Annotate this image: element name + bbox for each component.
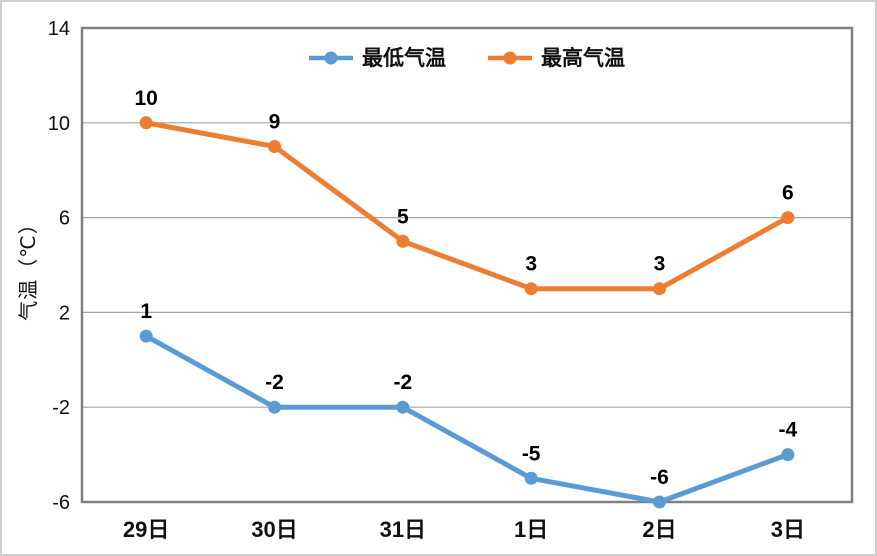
- data-point: [524, 471, 538, 485]
- legend-label-min-temp: 最低气温: [362, 46, 446, 70]
- legend-line-marker-icon: [488, 51, 532, 65]
- data-point: [396, 400, 410, 414]
- x-tick-label: 30日: [251, 517, 297, 542]
- data-label: 10: [134, 87, 157, 110]
- data-point: [781, 211, 795, 225]
- y-tick-label: -2: [52, 397, 70, 419]
- legend-line-marker-icon: [309, 51, 353, 65]
- data-label: -2: [393, 371, 412, 394]
- x-tick-label: 31日: [380, 517, 426, 542]
- data-label: 3: [525, 253, 537, 276]
- data-point: [268, 140, 281, 153]
- data-label: -6: [650, 466, 669, 489]
- x-tick-label: 1日: [514, 517, 548, 542]
- legend-label-max-temp: 最高气温: [541, 46, 625, 70]
- data-label: -2: [265, 371, 284, 394]
- data-point: [268, 400, 281, 414]
- x-tick-label: 29日: [123, 517, 169, 542]
- x-tick-label: 2日: [642, 517, 676, 542]
- data-label: 1: [140, 300, 152, 323]
- data-label: 5: [397, 205, 409, 228]
- data-label: 3: [654, 253, 666, 276]
- y-axis-title: 气温（℃）: [18, 213, 40, 321]
- y-tick-label: -6: [52, 492, 70, 514]
- data-label: 6: [782, 182, 794, 205]
- series-line: [143, 333, 791, 505]
- data-label: 9: [269, 111, 281, 134]
- data-point: [781, 448, 795, 462]
- x-tick-label: 3日: [771, 517, 805, 542]
- data-point: [524, 282, 538, 296]
- data-point: [653, 282, 666, 296]
- data-label: -4: [778, 419, 797, 442]
- series-line: [143, 120, 791, 292]
- data-label: -5: [522, 442, 541, 465]
- y-tick-label: 14: [48, 18, 70, 40]
- data-point: [396, 234, 410, 248]
- y-tick-label: 10: [48, 113, 70, 135]
- y-tick-label: 2: [59, 302, 70, 324]
- plot-border: [80, 26, 854, 504]
- y-tick-label: 6: [59, 208, 70, 230]
- legend-item-max-temp: 最高气温: [488, 48, 625, 69]
- data-point: [139, 329, 153, 343]
- legend-item-min-temp: 最低气温: [309, 48, 446, 69]
- data-point: [653, 495, 666, 509]
- data-point: [139, 116, 153, 130]
- legend: 最低气温 最高气温: [82, 44, 852, 72]
